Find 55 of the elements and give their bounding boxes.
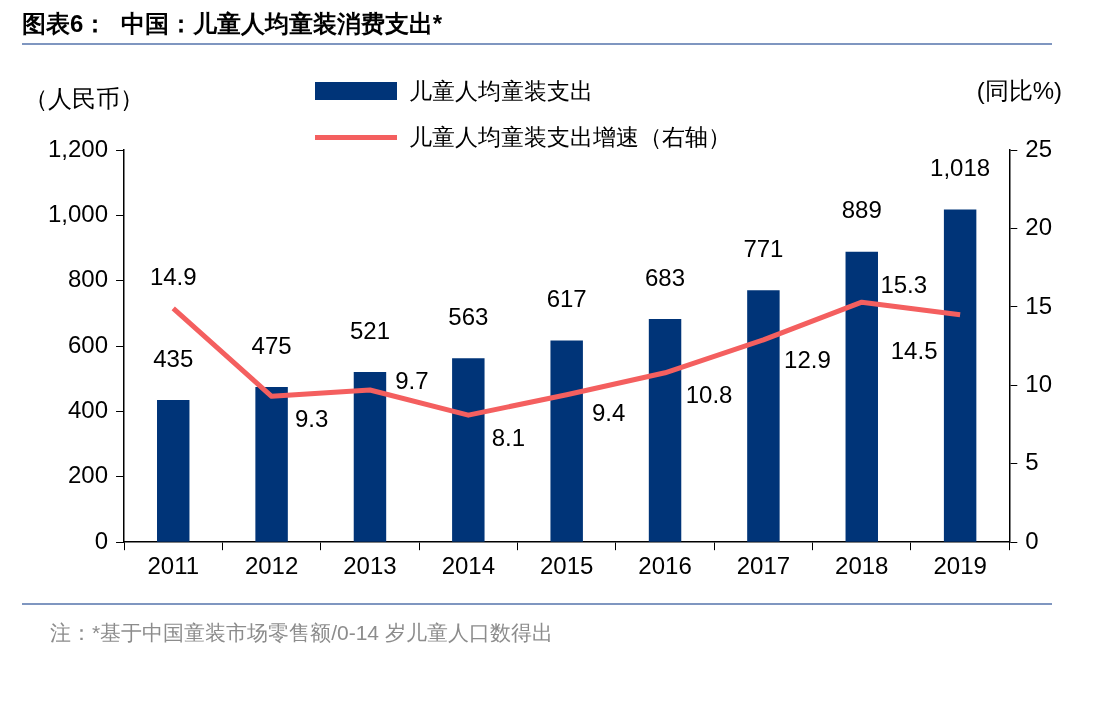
text: 注：*基于中国童装市场零售额/0-14 岁儿童人口数得出	[50, 620, 553, 646]
data-label: 12.9	[784, 346, 831, 374]
y2-tick-label: 5	[1025, 448, 1039, 476]
bar	[943, 209, 977, 542]
x-tick-label: 2017	[736, 552, 791, 580]
x-tick-label: 2018	[835, 552, 889, 580]
data-label: 521	[349, 316, 390, 344]
x-tick-label: 2013	[343, 552, 397, 580]
y-tick-label: 1,000	[48, 199, 109, 227]
y2-tick-label: 10	[1025, 369, 1053, 397]
y-tick-label: 400	[68, 396, 109, 424]
data-label: 14.5	[890, 337, 938, 365]
bar	[452, 358, 485, 542]
y-tick-label: 600	[68, 330, 109, 358]
y2-tick-label: 0	[1025, 526, 1039, 554]
x-tick-label: 2012	[244, 552, 299, 580]
data-label: 15.3	[880, 270, 928, 298]
bar	[353, 371, 387, 542]
x-tick-label: 2016	[638, 552, 692, 580]
data-label: 771	[743, 234, 784, 262]
x-tick-label: 2019	[933, 552, 987, 580]
data-label: 14.9	[149, 263, 197, 291]
y-axis-title: （人民币）	[24, 84, 145, 112]
bar	[255, 386, 288, 542]
data-label: 435	[153, 344, 194, 372]
y-tick-label: 800	[68, 265, 109, 293]
data-label: 8.1	[491, 423, 526, 451]
x-tick-label: 2011	[147, 552, 200, 580]
bar	[648, 318, 682, 542]
data-label: 617	[546, 285, 587, 313]
legend-label: 儿童人均童装支出	[409, 76, 593, 106]
data-label: 10.8	[685, 381, 733, 409]
bar	[845, 251, 878, 542]
data-label: 1,018	[930, 154, 991, 182]
chart-title: 图表6： 中国：儿童人均童装消费支出*	[22, 9, 443, 39]
y2-axis-title: (同比%)	[976, 76, 1062, 104]
data-label: 9.4	[591, 399, 626, 427]
data-label: 475	[251, 331, 292, 359]
legend-label: 儿童人均童装支出增速（右轴）	[409, 122, 731, 152]
y2-tick-label: 20	[1025, 213, 1053, 241]
x-tick-label: 2015	[539, 552, 594, 580]
data-label: 683	[645, 263, 686, 291]
bar	[550, 340, 583, 542]
data-label: 9.3	[294, 404, 329, 432]
x-tick-label: 2014	[441, 552, 496, 580]
y-tick-label: 200	[68, 461, 109, 489]
y-tick-label: 1,200	[48, 134, 109, 162]
data-label: 889	[841, 196, 882, 224]
y2-tick-label: 25	[1025, 134, 1053, 162]
bar	[747, 290, 780, 542]
data-label: 9.7	[395, 366, 429, 394]
y-tick-label: 0	[94, 526, 109, 554]
y2-tick-label: 15	[1025, 291, 1053, 319]
bar	[157, 400, 190, 542]
data-label: 563	[448, 302, 489, 330]
